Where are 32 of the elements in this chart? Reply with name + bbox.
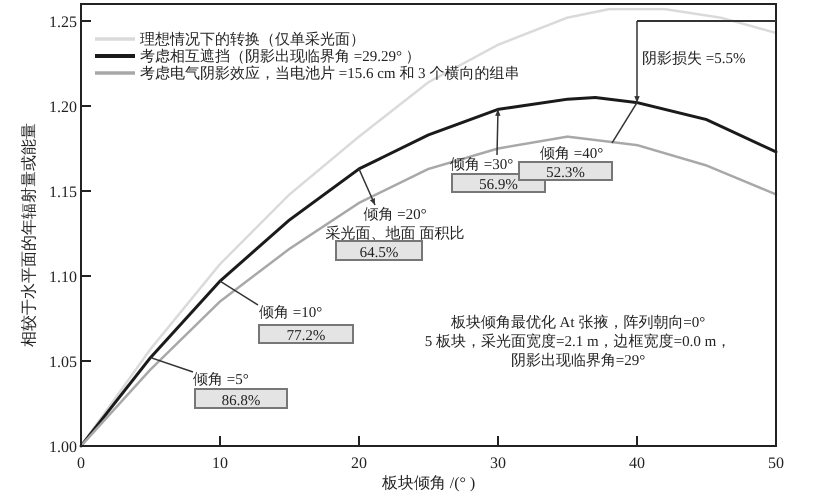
- y-tick-label: 1.20: [49, 99, 77, 116]
- x-tick-label: 50: [768, 455, 784, 472]
- x-tick-label: 30: [490, 455, 506, 472]
- x-tick-label: 40: [629, 455, 645, 472]
- annotation: 阴影出现临界角=29°: [510, 352, 646, 369]
- x-axis-title: 板块倾角 /(° ): [380, 474, 476, 492]
- annotation: 采光面、地面 面积比: [326, 225, 464, 242]
- annotation: 倾角 =40°: [540, 145, 604, 162]
- legend-label: 考虑相互遮挡（阴影出现临界角 =29.29° ）: [140, 48, 421, 65]
- annotation: 52.3%: [546, 165, 585, 181]
- y-axis-title: 相较于水平面的年辐射量或能量: [20, 123, 38, 347]
- annotation: 倾角 =10°: [259, 304, 322, 321]
- annotation: 倾角 =5°: [193, 371, 249, 388]
- x-tick-label: 10: [212, 455, 228, 472]
- annotation: 5 板块，采光面宽度=2.1 m，边框宽度=0.0 m，: [424, 333, 732, 350]
- annotation: 阴影损失 =5.5%: [642, 50, 746, 67]
- y-tick-label: 1.00: [49, 439, 77, 456]
- y-tick-label: 1.10: [49, 269, 77, 286]
- y-tick-label: 1.05: [49, 354, 77, 371]
- legend-label: 理想情况下的转换（仅单采光面）: [140, 31, 365, 48]
- x-tick-label: 20: [351, 455, 367, 472]
- annotation: 56.9%: [479, 177, 518, 193]
- annotation: 倾角 =20°: [363, 206, 427, 223]
- y-tick-label: 1.15: [49, 184, 77, 201]
- annotation: 64.5%: [360, 245, 398, 261]
- x-tick-label: 0: [77, 455, 85, 472]
- annotation: 86.8%: [222, 393, 260, 409]
- annotation: 倾角 =30°: [450, 156, 514, 173]
- annotation: 板块倾角最优化 At 张掖，阵列朝向=0°: [450, 314, 706, 331]
- legend-label: 考虑电气阴影效应，当电池片 =15.6 cm 和 3 个横向的组串: [140, 65, 520, 82]
- y-tick-label: 1.25: [49, 14, 77, 31]
- annotation: 77.2%: [286, 328, 326, 344]
